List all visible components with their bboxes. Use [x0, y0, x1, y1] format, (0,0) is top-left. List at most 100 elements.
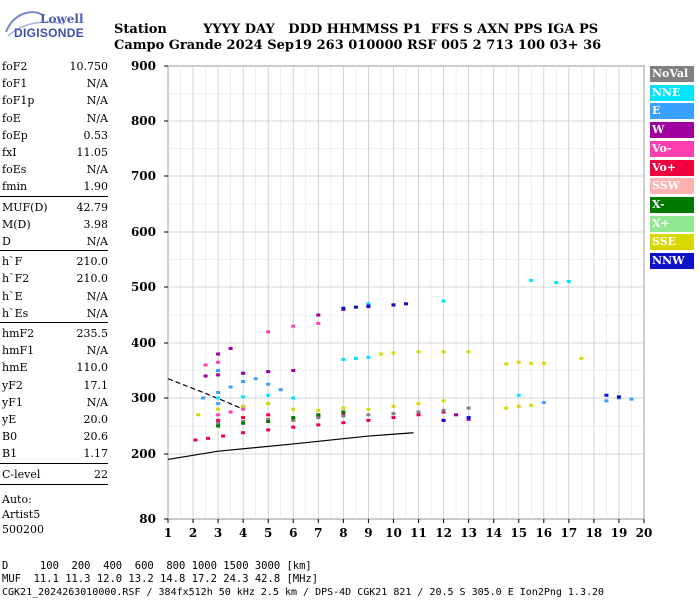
logo-digisonde-text: DIGISONDE — [14, 26, 85, 40]
data-point-nne — [529, 278, 534, 282]
x-tick-label: 14 — [485, 526, 502, 540]
data-point-noval — [466, 406, 471, 410]
legend-item-w: W — [650, 122, 694, 139]
x-tick-label: 10 — [385, 526, 402, 540]
data-point-nne — [516, 393, 521, 397]
param-hmf2: hmF2 235.5 — [2, 327, 108, 342]
param-label: yF2 — [2, 378, 23, 392]
y-tick-label: 800 — [131, 114, 156, 128]
legend-item-sse: SSE — [650, 234, 694, 251]
param-hf: h`F 210.0 — [2, 255, 108, 270]
x-tick-label: 9 — [364, 526, 372, 540]
data-point-vo — [366, 418, 371, 422]
data-point-vo — [203, 363, 208, 367]
legend-item-nne: NNE — [650, 84, 694, 101]
data-point-nnw — [404, 302, 408, 306]
data-point-sse — [441, 399, 446, 403]
data-point-sse — [291, 407, 296, 411]
data-point-x — [316, 413, 321, 417]
param-label: C-level — [2, 467, 41, 481]
data-point-e — [241, 380, 246, 383]
trace-line — [167, 432, 414, 461]
param-d: D N/A — [2, 235, 108, 250]
profile-line — [167, 378, 244, 410]
data-point-e — [253, 377, 258, 381]
data-point-nnw — [391, 303, 396, 307]
param-value: 20.6 — [83, 430, 109, 444]
param-label: M(D) — [2, 217, 31, 231]
x-tick-label: 4 — [239, 526, 247, 540]
data-point-noval — [316, 416, 321, 420]
chart-ticks: 1 2 3 4 5 6 7 8 9 10 11 12 13 14 15 16 17 18 19 20802003004… — [131, 59, 652, 540]
data-point-vo — [341, 421, 346, 425]
param-label: D — [2, 235, 11, 248]
x-tick-label: 7 — [314, 526, 322, 540]
x-tick-label: 19 — [611, 526, 628, 540]
param-label: MUF(D) — [2, 200, 48, 214]
data-point-sse — [516, 360, 521, 364]
data-point-sse — [241, 404, 246, 408]
data-point-e — [201, 396, 206, 400]
param-hes: h`Es N/A — [2, 307, 108, 322]
data-point-w — [466, 417, 471, 421]
param-label: foEp — [2, 128, 28, 142]
y-tick-label: 80 — [139, 512, 156, 526]
data-point-e — [278, 388, 283, 392]
data-point-vo — [416, 413, 421, 417]
data-point-x — [341, 410, 346, 414]
param-label: fmin — [2, 180, 28, 194]
legend-item-x: X+ — [650, 215, 694, 232]
legend-item-vo: Vo- — [650, 140, 694, 157]
data-point-nnw — [441, 418, 446, 422]
data-point-w — [266, 370, 271, 374]
data-point-noval — [391, 412, 396, 416]
panel-separator — [0, 462, 108, 464]
param-label: B0 — [2, 430, 18, 444]
param-label: foE — [2, 111, 21, 125]
data-point-nne — [353, 356, 358, 360]
param-label: h`F — [2, 255, 23, 269]
param-label: foF2 — [2, 60, 28, 73]
param-value: N/A — [86, 306, 108, 320]
data-point-vo — [193, 438, 198, 442]
data-point-e — [266, 382, 271, 386]
digisonde-logo: Lowell DIGISONDE — [4, 6, 104, 40]
param-value: 1.90 — [83, 180, 109, 194]
data-point-vo — [241, 407, 246, 411]
data-point-w — [228, 347, 233, 350]
param-md: M(D) 3.98 — [2, 218, 108, 233]
data-point-sse — [529, 403, 534, 407]
param-label: hmF2 — [2, 327, 35, 340]
param-value: 17.1 — [83, 378, 109, 392]
param-value: N/A — [86, 235, 108, 248]
data-point-vo — [266, 413, 271, 417]
auto-scaling-line1: Auto: — [2, 492, 32, 506]
param-foe: foE N/A — [2, 112, 108, 127]
param-value: 10.750 — [69, 60, 109, 73]
data-point-nne — [266, 393, 271, 397]
data-point-vo — [206, 436, 211, 440]
data-point-sse — [216, 407, 221, 411]
data-point-e — [629, 397, 634, 401]
auto-scaling-line3: 500200 — [2, 522, 44, 536]
data-point-vo — [341, 412, 346, 416]
param-mufd: MUF(D) 42.79 — [2, 201, 108, 216]
x-tick-label: 20 — [636, 526, 653, 540]
data-point-nne — [554, 281, 559, 285]
param-value: 22 — [94, 467, 108, 481]
param-label: fxI — [2, 146, 17, 159]
param-value: 42.79 — [76, 200, 109, 214]
data-point-sse — [196, 413, 201, 417]
x-tick-label: 8 — [339, 526, 347, 540]
data-point-vo — [241, 416, 246, 420]
data-point-x — [241, 421, 246, 425]
x-tick-label: 16 — [535, 526, 552, 540]
legend-item-nnw: NNW — [650, 253, 694, 269]
y-tick-label: 300 — [131, 391, 156, 405]
header-row-2: Campo Grande 2024 Sep19 263 010000 RSF 0… — [114, 38, 602, 53]
param-ye: yE 20.0 — [2, 413, 108, 428]
param-fxi: fxI 11.05 — [2, 146, 108, 161]
chart-grid — [167, 65, 645, 520]
x-tick-label: 15 — [510, 526, 527, 540]
